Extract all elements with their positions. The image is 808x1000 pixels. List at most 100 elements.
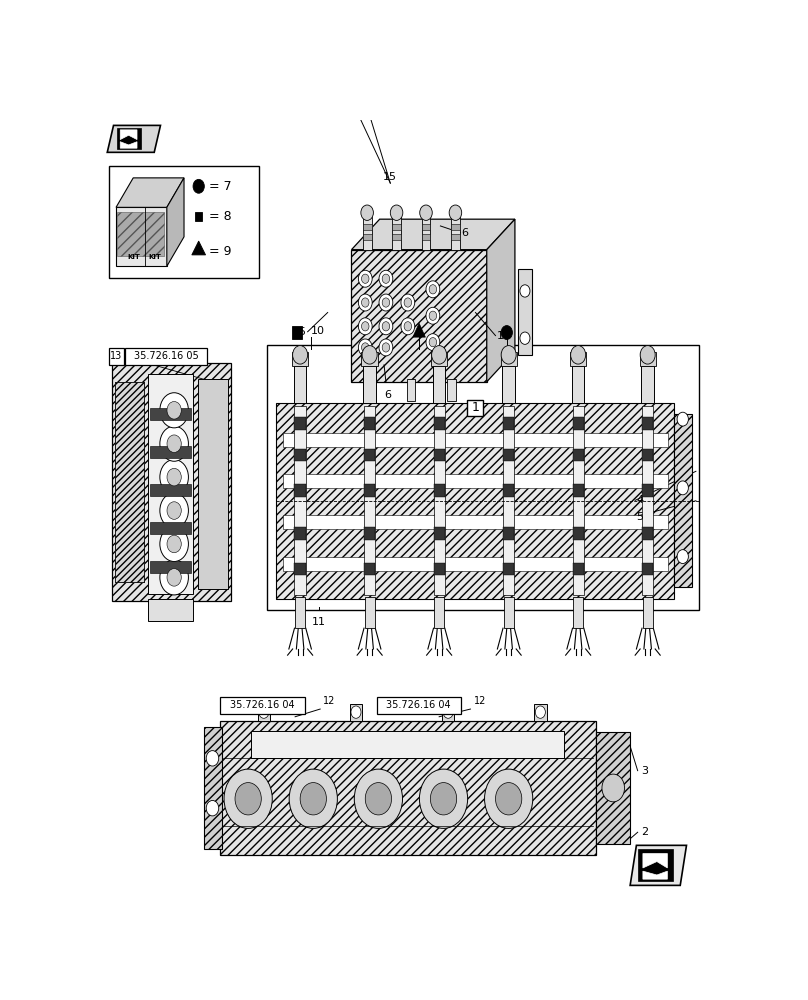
Bar [150, 484, 191, 496]
Bar [503, 597, 514, 628]
Bar [363, 217, 372, 250]
Bar [363, 234, 372, 240]
Bar [283, 557, 667, 571]
Bar [434, 484, 444, 497]
Bar [220, 697, 305, 714]
Text: 5: 5 [637, 512, 643, 522]
Circle shape [167, 569, 181, 586]
Text: = 9: = 9 [208, 245, 231, 258]
Circle shape [429, 285, 436, 294]
Bar [640, 352, 656, 366]
Circle shape [361, 343, 369, 352]
Circle shape [259, 706, 269, 718]
Bar [294, 484, 305, 497]
Circle shape [359, 318, 372, 335]
Bar [150, 446, 191, 458]
Bar [377, 697, 461, 714]
Bar [148, 374, 193, 594]
Polygon shape [643, 871, 667, 879]
Text: 35.726.16 05: 35.726.16 05 [134, 351, 199, 361]
Bar [518, 269, 532, 355]
Bar [642, 417, 654, 430]
Polygon shape [486, 219, 515, 382]
Bar [503, 366, 515, 403]
Bar [294, 406, 305, 595]
Bar [638, 849, 672, 881]
Circle shape [160, 393, 188, 428]
Bar [433, 366, 445, 403]
Text: = 8: = 8 [208, 210, 231, 223]
Bar [448, 379, 456, 401]
Bar [350, 704, 362, 721]
Bar [108, 348, 124, 365]
Polygon shape [351, 219, 515, 250]
Circle shape [167, 435, 181, 452]
Circle shape [426, 334, 440, 351]
Bar [500, 352, 517, 366]
Circle shape [351, 706, 361, 718]
Bar [573, 406, 584, 595]
Bar [294, 563, 305, 575]
Circle shape [167, 468, 181, 486]
Bar [434, 597, 444, 628]
Circle shape [419, 205, 432, 220]
Circle shape [379, 294, 393, 311]
Circle shape [536, 706, 545, 718]
Circle shape [429, 338, 436, 347]
Bar [292, 326, 302, 339]
Bar [503, 417, 515, 430]
Polygon shape [120, 130, 137, 140]
Circle shape [160, 493, 188, 528]
Bar [674, 414, 692, 587]
Polygon shape [120, 142, 137, 148]
Bar [434, 417, 444, 430]
Circle shape [570, 346, 586, 364]
Text: 11: 11 [312, 617, 326, 627]
Circle shape [520, 285, 530, 297]
Bar [392, 234, 401, 240]
Bar [283, 433, 667, 447]
Bar [108, 166, 259, 278]
Circle shape [382, 322, 389, 331]
Bar [573, 417, 584, 430]
Polygon shape [643, 854, 667, 868]
Bar [573, 449, 584, 461]
Circle shape [401, 294, 415, 311]
Bar [573, 484, 584, 497]
Polygon shape [107, 125, 161, 152]
Bar [451, 234, 460, 240]
Circle shape [167, 535, 181, 553]
Circle shape [160, 560, 188, 595]
Circle shape [677, 412, 688, 426]
Text: 10: 10 [311, 326, 325, 336]
Bar [195, 212, 203, 221]
Bar [422, 217, 431, 250]
Bar [294, 527, 305, 540]
Bar [392, 217, 401, 250]
Bar [198, 379, 228, 589]
Bar [115, 382, 145, 582]
Bar [434, 449, 444, 461]
Text: 4: 4 [637, 495, 643, 505]
Text: 35.726.16 04: 35.726.16 04 [230, 700, 295, 710]
Bar [434, 406, 444, 595]
Bar [434, 563, 444, 575]
Bar [295, 597, 305, 628]
Bar [364, 449, 375, 461]
Bar [364, 484, 375, 497]
Bar [570, 352, 587, 366]
Circle shape [501, 326, 512, 339]
Circle shape [160, 526, 188, 562]
Bar [573, 597, 583, 628]
Circle shape [224, 769, 272, 828]
Bar [258, 704, 270, 721]
Bar [220, 721, 595, 855]
Bar [361, 352, 378, 366]
Bar [642, 484, 654, 497]
Circle shape [401, 318, 415, 335]
Bar [116, 207, 166, 266]
Bar [363, 224, 372, 230]
Bar [422, 234, 431, 240]
Bar [642, 527, 654, 540]
Text: KIT: KIT [149, 254, 162, 260]
